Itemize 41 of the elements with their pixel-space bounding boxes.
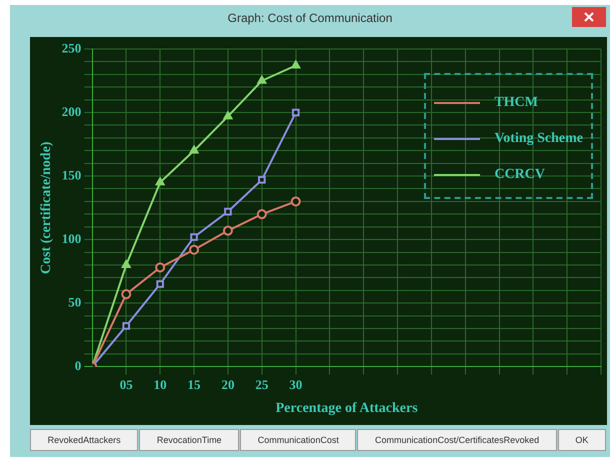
y-tick-label: 150 — [62, 167, 82, 182]
point — [156, 177, 165, 186]
text: OK — [558, 429, 606, 451]
point — [223, 111, 232, 120]
point — [258, 176, 266, 184]
y-tick-label: 50 — [68, 294, 82, 310]
point — [190, 146, 199, 154]
point — [256, 209, 267, 220]
y-tick-label: 250 — [62, 40, 82, 56]
legend-label: CCRCV — [494, 167, 546, 183]
text: RevokedAttackers — [30, 429, 138, 451]
x-tick-label: 15 — [188, 376, 202, 392]
point — [222, 226, 233, 236]
point — [122, 322, 130, 330]
x-tick-label: 20 — [221, 376, 234, 392]
point — [291, 60, 300, 69]
y-tick-label: 0 — [74, 358, 82, 373]
point — [155, 262, 166, 273]
x-tick-label: 05 — [120, 376, 134, 392]
point — [290, 196, 301, 206]
chart-title: Graph: Cost of Communication — [226, 11, 394, 25]
x-tick-label: 30 — [289, 376, 302, 392]
point — [121, 289, 132, 300]
y-tick-label: 100 — [62, 230, 82, 246]
x-tick-label: 10 — [154, 376, 167, 392]
text: RevocationTime — [139, 429, 240, 451]
point — [292, 108, 300, 116]
text: CommunicationCost/CertificatesRevoked — [357, 429, 557, 451]
point — [156, 280, 164, 288]
x-axis-title: Percentage of Attackers — [276, 401, 418, 416]
point — [189, 244, 200, 255]
legend-label: THCM — [494, 95, 538, 111]
point — [122, 260, 131, 268]
text: CommunicationCost — [240, 429, 356, 451]
point — [190, 233, 198, 241]
legend-label: Voting Scheme — [494, 131, 583, 147]
y-axis-title: Cost (certificate/node) — [39, 141, 54, 274]
point — [224, 208, 232, 216]
y-tick-label: 200 — [62, 104, 82, 119]
x-tick-label: 25 — [255, 376, 269, 392]
point — [257, 76, 266, 84]
